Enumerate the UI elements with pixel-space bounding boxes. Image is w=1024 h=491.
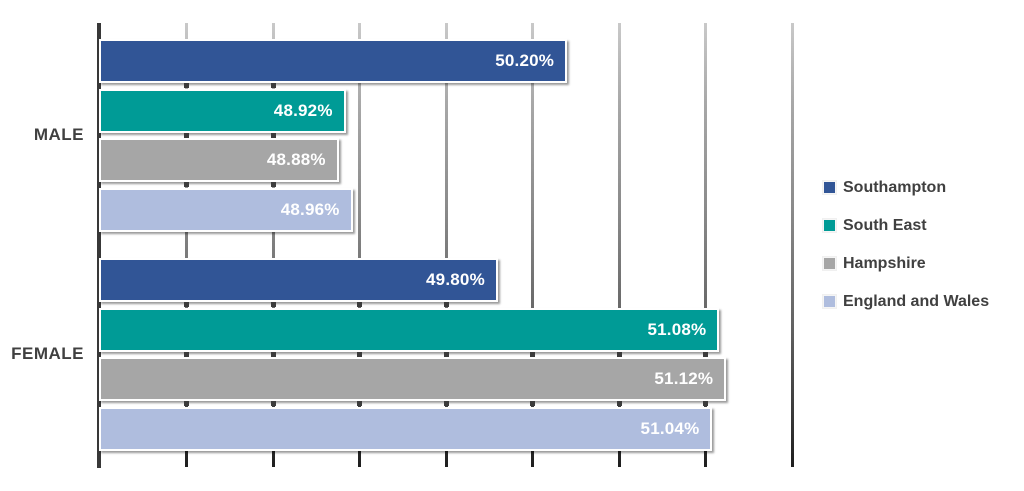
gridline-tick-dot [184, 401, 189, 407]
gridline-tick-dot [443, 351, 449, 357]
gridline-tick-dot [270, 302, 276, 308]
data-label: 50.20% [495, 51, 555, 70]
gridline-tick-dot [443, 302, 449, 308]
legend-item-south-east: South East [823, 215, 989, 236]
gridline [444, 23, 448, 467]
gridline-tick-dot [184, 351, 189, 357]
data-label: 51.08% [647, 319, 707, 339]
data-label: 48.96% [280, 199, 340, 219]
gridline-tick-dot [530, 401, 535, 407]
gridline [790, 23, 794, 467]
legend-swatch-icon [823, 295, 836, 308]
gridline [271, 23, 275, 467]
legend-item-hampshire: Hampshire [823, 253, 989, 274]
gridline-tick-dot [270, 351, 276, 357]
bar-female-hampshire: 51.12% [99, 357, 727, 401]
bar-female-southampton: 49.80% [99, 258, 498, 302]
legend-swatch-icon [823, 181, 836, 194]
data-label: 51.04% [640, 418, 700, 438]
category-label-male: MALE [33, 125, 84, 145]
legend-label: England and Wales [843, 292, 990, 310]
gridline-tick-dot [184, 83, 189, 89]
gridline-tick-dot [184, 182, 189, 188]
legend: Southampton South East Hampshire England an… [823, 177, 989, 329]
legend-label: Southampton [843, 178, 947, 196]
gridline [531, 23, 534, 467]
gridline-tick-dot [616, 401, 622, 407]
legend-item-england-and-wales: England and Wales [823, 291, 989, 312]
gridline-tick-dot [270, 182, 276, 188]
gridline-tick-dot [184, 302, 189, 308]
gridline-tick-dot [703, 401, 708, 407]
data-label: 48.88% [266, 150, 326, 169]
gridline-tick-dot [357, 302, 362, 308]
gridline-tick-dot [184, 132, 189, 138]
gridline [358, 23, 361, 467]
gridline-tick-dot [270, 132, 276, 138]
bar-male-southampton: 50.20% [99, 39, 568, 83]
gridline-tick-dot [357, 401, 362, 407]
gridline-tick-dot [616, 351, 622, 357]
legend-label: South East [843, 216, 927, 234]
gridline [704, 23, 707, 467]
bar-female-south-east: 51.08% [99, 307, 720, 352]
legend-item-southampton: Southampton [823, 177, 989, 198]
bar-female-england-and-wales: 51.04% [99, 406, 713, 451]
gridline-tick-dot [443, 401, 449, 407]
bar-male-hampshire: 48.88% [99, 138, 339, 182]
data-label: 49.80% [426, 270, 485, 289]
legend-swatch-icon [823, 219, 836, 232]
category-label-female: FEMALE [11, 344, 84, 364]
legend-swatch-icon [823, 257, 836, 270]
plot-area: 50.20% 49.80% 48.92% 51.08% 48.88% 51.12% 48.9… [97, 23, 794, 468]
gridline-tick-dot [357, 351, 362, 357]
gridline-tick-dot [270, 401, 276, 407]
legend-label: Hampshire [843, 254, 926, 272]
category-axis-line [97, 23, 101, 468]
gridline [185, 23, 188, 467]
data-label: 51.12% [654, 369, 714, 388]
gridline-tick-dot [703, 351, 708, 357]
gridline-tick-dot [270, 83, 276, 89]
bar-male-england-and-wales: 48.96% [99, 187, 353, 232]
gridline [617, 23, 621, 467]
data-label: 48.92% [273, 100, 333, 120]
gridline-tick-dot [530, 351, 535, 357]
bar-male-south-east: 48.92% [99, 88, 346, 133]
